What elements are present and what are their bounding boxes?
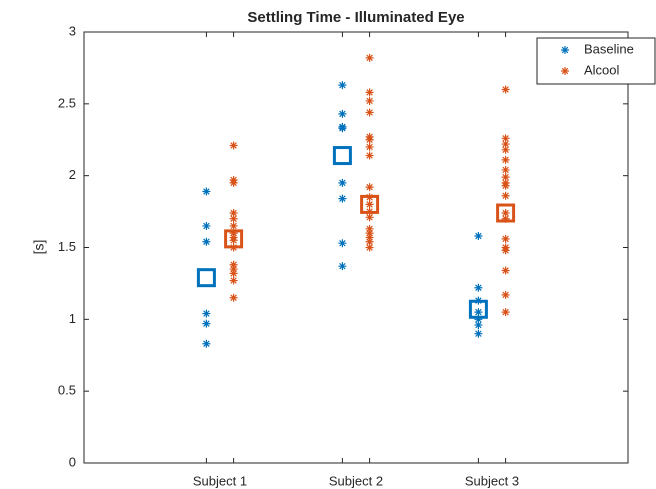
legend-label: Baseline — [584, 41, 634, 56]
y-tick-label: 2.5 — [58, 95, 76, 110]
point — [501, 145, 510, 154]
point — [501, 234, 510, 243]
point — [229, 221, 238, 230]
point — [229, 293, 238, 302]
point — [229, 265, 238, 274]
point — [474, 232, 483, 241]
point — [229, 178, 238, 187]
legend-marker — [561, 67, 569, 75]
point — [229, 229, 238, 238]
point — [338, 178, 347, 187]
point — [338, 239, 347, 248]
point — [202, 339, 211, 348]
point — [474, 321, 483, 330]
point — [501, 140, 510, 149]
mean-marker — [360, 194, 380, 214]
y-tick-label: 0.5 — [58, 383, 76, 398]
point — [229, 269, 238, 278]
point — [501, 181, 510, 190]
point — [365, 96, 374, 105]
point — [338, 81, 347, 90]
point — [365, 151, 374, 160]
legend-box — [536, 37, 656, 85]
point — [501, 85, 510, 94]
x-tick-label: Subject 3 — [465, 473, 519, 488]
point — [365, 53, 374, 62]
point — [501, 155, 510, 164]
point — [365, 142, 374, 151]
y-tick-label: 0 — [69, 454, 76, 469]
mean-marker — [496, 203, 516, 223]
point — [338, 109, 347, 118]
point — [202, 319, 211, 328]
point — [229, 260, 238, 269]
point — [501, 134, 510, 143]
mean-marker — [196, 268, 216, 288]
point — [202, 187, 211, 196]
point — [338, 262, 347, 271]
y-tick-label: 1 — [69, 311, 76, 326]
point — [338, 124, 347, 133]
point — [501, 209, 510, 218]
point — [501, 266, 510, 275]
legend: Baseline Alcool — [536, 37, 656, 85]
point — [365, 135, 374, 144]
point — [474, 329, 483, 338]
point — [501, 191, 510, 200]
point — [501, 246, 510, 255]
point — [365, 183, 374, 192]
mean-marker — [224, 229, 244, 249]
point — [202, 309, 211, 318]
point — [229, 236, 238, 245]
point — [338, 194, 347, 203]
point — [501, 308, 510, 317]
x-tick-label: Subject 1 — [193, 473, 247, 488]
point — [365, 229, 374, 238]
point — [501, 165, 510, 174]
point — [229, 214, 238, 223]
point — [202, 221, 211, 230]
point — [474, 283, 483, 292]
point — [229, 276, 238, 285]
mean-marker — [468, 299, 488, 319]
point — [474, 315, 483, 324]
y-tick-label: 1.5 — [58, 239, 76, 254]
point — [501, 290, 510, 299]
point — [365, 213, 374, 222]
y-axis-label: [s] — [31, 240, 47, 255]
legend-marker — [561, 46, 569, 54]
point — [501, 173, 510, 182]
point — [365, 237, 374, 246]
point — [501, 214, 510, 223]
y-tick-label: 2 — [69, 167, 76, 182]
point — [229, 141, 238, 150]
point — [474, 308, 483, 317]
point — [202, 237, 211, 246]
y-tick-label: 3 — [69, 23, 76, 38]
point — [229, 209, 238, 218]
point — [365, 200, 374, 209]
x-tick-label: Subject 2 — [329, 473, 383, 488]
point — [365, 224, 374, 233]
point — [365, 243, 374, 252]
point — [365, 108, 374, 117]
legend-label: Alcool — [584, 62, 620, 77]
point — [365, 233, 374, 242]
point — [365, 88, 374, 97]
mean-marker — [332, 146, 352, 166]
chart-title: Settling Time - Illuminated Eye — [247, 9, 464, 26]
